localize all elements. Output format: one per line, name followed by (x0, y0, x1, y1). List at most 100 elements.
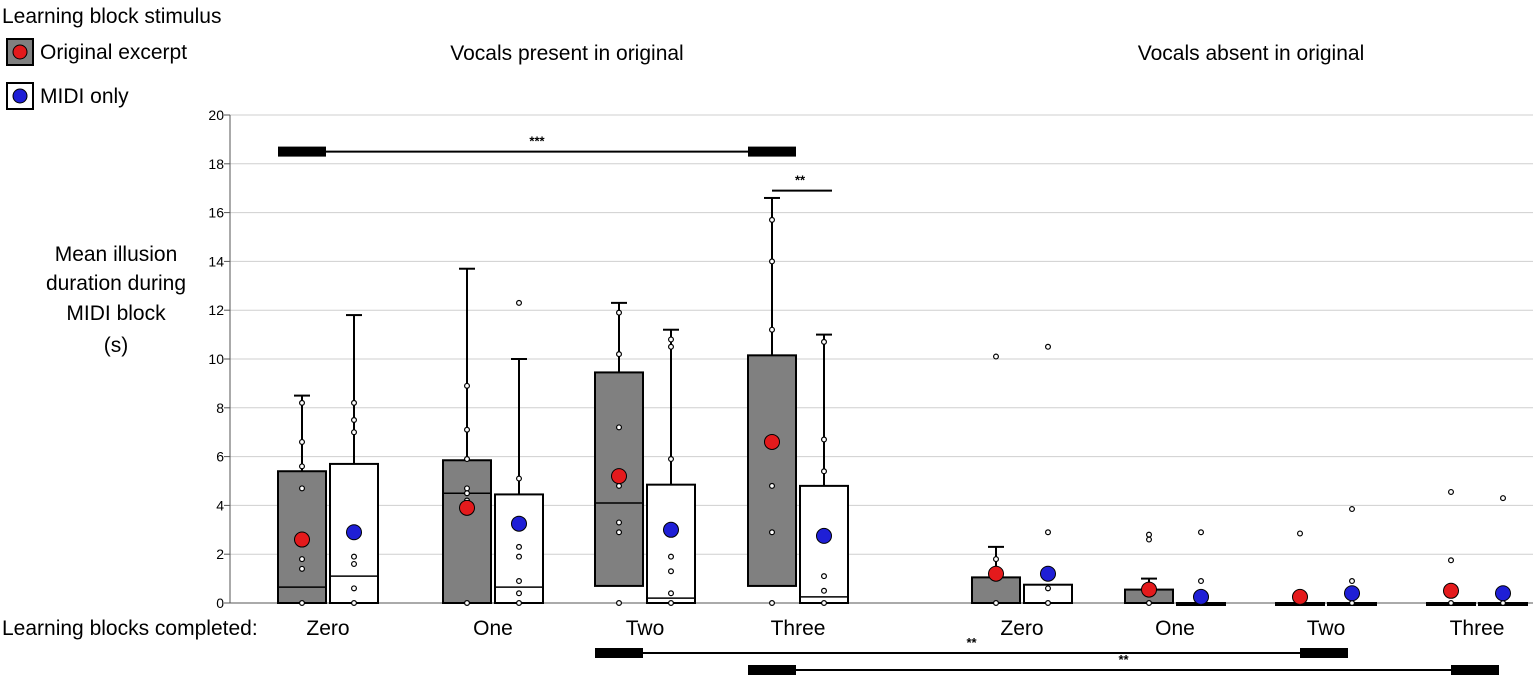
significance-label: *** (529, 134, 545, 149)
data-point (820, 436, 827, 443)
data-point (1197, 578, 1204, 585)
data-point (1447, 557, 1454, 564)
x-category-label: Three (1450, 617, 1505, 640)
data-point (515, 543, 522, 550)
bracket-end-block (1451, 665, 1499, 675)
data-point (768, 599, 775, 606)
data-point (1044, 529, 1051, 536)
data-point (615, 599, 622, 606)
bracket-end-block (278, 146, 326, 157)
data-point (1348, 578, 1355, 585)
mean-marker (511, 515, 527, 532)
y-tick-label: 20 (208, 107, 224, 123)
mean-marker (764, 433, 780, 450)
mean-marker (294, 531, 310, 548)
data-point (820, 338, 827, 345)
data-point (615, 309, 622, 316)
y-tick-label: 10 (208, 351, 224, 367)
significance-label: ** (795, 173, 806, 188)
data-point (299, 565, 306, 572)
legend-marker (12, 44, 28, 60)
bracket-end-block (595, 648, 643, 658)
data-point (667, 599, 674, 606)
legend: Original excerpt MIDI only (6, 38, 187, 110)
y-axis-label-line-2: duration during (46, 272, 186, 295)
box-body (747, 354, 797, 587)
legend-label: Original excerpt (40, 41, 187, 64)
data-point (768, 216, 775, 223)
legend-entry-original: Original excerpt (6, 38, 187, 66)
bracket-end-block (1300, 648, 1348, 658)
y-tick-label: 4 (216, 497, 224, 513)
group-title-vocals-present: Vocals present in original (450, 42, 683, 65)
legend-title: Learning block stimulus (2, 5, 221, 28)
data-point (1197, 529, 1204, 536)
data-point (615, 424, 622, 431)
bracket-three-vocals: ** (748, 652, 1499, 675)
data-point (820, 599, 827, 606)
x-category-label: Zero (1000, 617, 1043, 640)
data-point (667, 553, 674, 560)
box-original (1124, 531, 1174, 606)
data-point (351, 553, 358, 560)
data-point (768, 529, 775, 536)
box-original (442, 267, 492, 606)
mean-marker (346, 524, 362, 541)
bracket-end-block (748, 665, 796, 675)
box-body (646, 483, 696, 604)
data-point (615, 482, 622, 489)
bracket-two-vocals: ** (595, 635, 1348, 658)
data-point (1044, 599, 1051, 606)
data-point (667, 456, 674, 463)
significance-brackets: ********* (278, 134, 1499, 675)
box-midi (494, 299, 544, 606)
data-point (992, 353, 999, 360)
data-point (464, 456, 471, 463)
data-point (351, 599, 358, 606)
data-point (1447, 488, 1454, 495)
data-point (1145, 599, 1152, 606)
bracket-three-pair: ** (772, 173, 832, 192)
data-point (1145, 536, 1152, 543)
legend-entry-midi: MIDI only (6, 82, 129, 110)
x-category-label: Two (1307, 617, 1346, 640)
data-point (820, 468, 827, 475)
x-category-label: Three (771, 617, 826, 640)
legend-label: MIDI only (40, 85, 129, 108)
y-tick-label: 18 (208, 156, 224, 172)
y-axis-label-line-1: Mean illusion (55, 243, 178, 266)
box-body (799, 484, 849, 605)
x-category-label: One (473, 617, 513, 640)
data-point (464, 426, 471, 433)
y-tick-label: 12 (208, 302, 224, 318)
y-tick-label: 8 (216, 400, 224, 416)
mean-marker (663, 521, 679, 538)
box-midi (1176, 529, 1226, 606)
mean-marker (1344, 585, 1360, 602)
data-point (351, 585, 358, 592)
significance-label: ** (966, 635, 977, 650)
x-category-label: Two (626, 617, 665, 640)
data-point (351, 417, 358, 424)
y-tick-label: 6 (216, 449, 224, 465)
box-original (971, 353, 1021, 606)
box-body (442, 459, 492, 605)
mean-marker (1193, 588, 1209, 605)
x-category-label: Zero (306, 617, 349, 640)
data-point (992, 599, 999, 606)
group-title-vocals-absent: Vocals absent in original (1138, 42, 1364, 65)
data-point (615, 519, 622, 526)
data-point (515, 299, 522, 306)
box-original (594, 301, 644, 606)
box-midi (1023, 343, 1073, 606)
data-point (615, 529, 622, 536)
bracket-zero-three: *** (278, 134, 796, 157)
data-point (1348, 506, 1355, 513)
data-point (820, 573, 827, 580)
data-point (667, 590, 674, 597)
data-point (515, 590, 522, 597)
chart-text: Learning block stimulus Vocals present i… (2, 5, 1504, 640)
legend-marker (12, 88, 28, 104)
data-point (615, 351, 622, 358)
data-point (768, 482, 775, 489)
